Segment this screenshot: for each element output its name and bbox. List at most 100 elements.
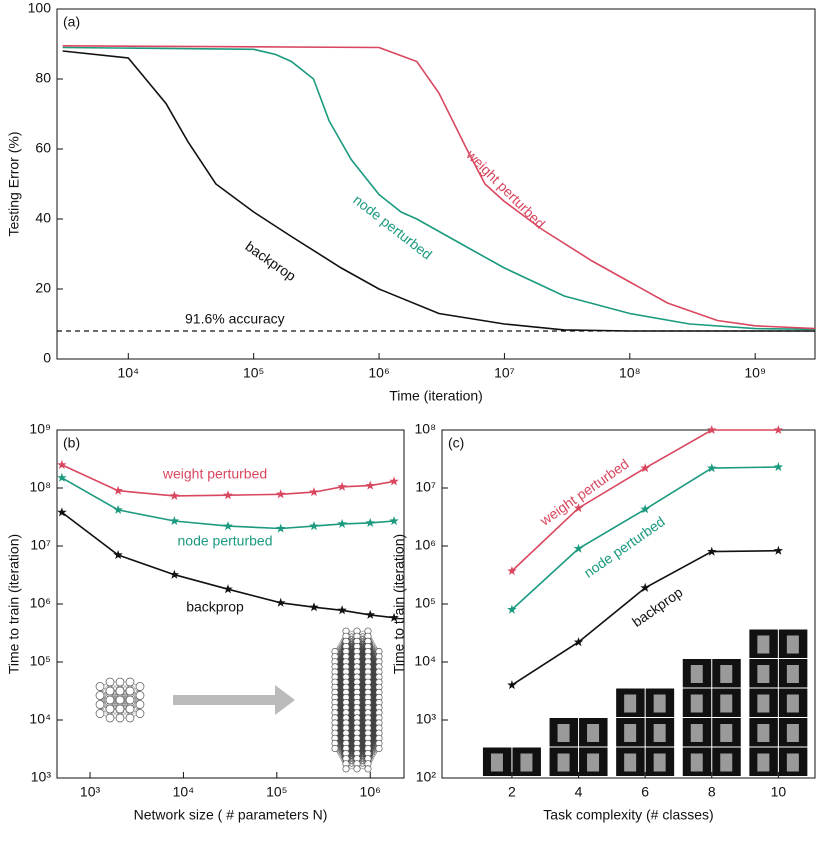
series-line: [62, 50, 815, 332]
series-label: weight perturbed: [463, 146, 549, 232]
marker: [337, 518, 347, 528]
series-label: node perturbed: [581, 513, 668, 581]
series-line: [511, 429, 779, 572]
node: [342, 765, 350, 773]
sample-shape: [690, 724, 703, 742]
sample-shape: [757, 635, 770, 654]
node: [105, 677, 115, 687]
node: [115, 704, 125, 714]
node: [125, 695, 135, 705]
y-tick-label: 10⁴: [414, 653, 436, 669]
marker: [309, 602, 319, 612]
marker: [57, 459, 67, 469]
network-icon: [95, 677, 145, 723]
sample-shape: [690, 753, 703, 772]
marker: [365, 517, 375, 527]
y-tick-label: 80: [35, 70, 51, 86]
x-tick-label: 10⁴: [117, 365, 139, 381]
panel-label: (c): [448, 435, 464, 451]
y-tick-label: 10³: [31, 769, 52, 785]
node: [375, 744, 383, 753]
marker: [309, 521, 319, 531]
sample-shape: [653, 694, 666, 713]
x-axis-label: Time (iteration): [389, 388, 483, 404]
sample-shape: [587, 724, 600, 742]
y-tick-label: 10⁷: [30, 537, 51, 553]
node: [115, 713, 125, 723]
y-tick-label: 10⁸: [415, 421, 437, 437]
series-label: node perturbed: [178, 533, 273, 549]
edge: [109, 690, 121, 719]
node: [105, 704, 115, 714]
marker: [275, 489, 286, 499]
marker: [507, 680, 517, 690]
node: [135, 700, 145, 709]
y-tick-label: 10⁴: [29, 711, 51, 727]
sample-shape: [757, 694, 770, 713]
y-axis-label: Testing Error (%): [6, 131, 22, 236]
x-axis-label: Task complexity (# classes): [543, 807, 713, 823]
sample-shape: [490, 753, 503, 772]
x-tick-label: 10⁴: [173, 784, 195, 800]
edge: [119, 690, 131, 719]
sample-shape: [690, 694, 703, 713]
network-icon: [331, 627, 383, 773]
marker: [223, 490, 233, 500]
marker: [275, 597, 286, 607]
y-tick-label: 40: [35, 210, 51, 226]
marker: [169, 516, 180, 525]
y-tick-label: 10⁹: [29, 421, 51, 437]
x-tick-label: 10: [771, 784, 787, 800]
sample-shape: [786, 694, 799, 713]
marker: [169, 490, 180, 500]
x-tick-label: 10³: [80, 784, 101, 800]
marker: [707, 546, 717, 556]
sample-shape: [786, 724, 799, 742]
marker: [573, 637, 584, 647]
marker: [57, 507, 67, 517]
sample-shape: [557, 724, 570, 742]
node: [115, 677, 125, 687]
marker: [640, 463, 650, 473]
marker: [773, 545, 784, 555]
node: [135, 709, 145, 718]
x-tick-label: 4: [575, 784, 583, 800]
x-axis-label: Network size ( # parameters N): [134, 807, 328, 823]
sample-shape: [624, 724, 637, 742]
node: [364, 765, 372, 773]
y-tick-label: 20: [35, 280, 51, 296]
series-label: backprop: [629, 584, 686, 630]
marker: [389, 612, 399, 622]
y-tick-label: 10³: [416, 711, 437, 727]
node: [125, 677, 135, 687]
marker: [389, 516, 399, 525]
y-tick-label: 100: [28, 0, 52, 16]
node: [95, 691, 105, 700]
node: [125, 713, 135, 723]
node: [105, 686, 115, 696]
marker: [507, 604, 517, 614]
node: [105, 695, 115, 705]
x-tick-label: 8: [708, 784, 716, 800]
marker: [573, 503, 584, 513]
marker: [275, 523, 286, 533]
node: [125, 686, 135, 696]
marker: [223, 584, 233, 594]
x-tick-label: 10⁶: [360, 784, 381, 800]
node: [135, 682, 145, 691]
node: [135, 691, 145, 700]
series-line: [62, 45, 816, 330]
y-tick-label: 10⁵: [30, 653, 51, 669]
y-axis-label: Time to train (iteration): [391, 534, 407, 674]
node: [105, 713, 115, 723]
marker: [365, 480, 375, 490]
marker: [365, 609, 375, 619]
node: [125, 704, 135, 714]
node: [331, 744, 339, 753]
marker: [573, 543, 584, 553]
marker: [57, 472, 67, 482]
sample-shape: [720, 665, 733, 683]
series-line: [62, 46, 816, 331]
y-tick-label: 10⁷: [415, 479, 436, 495]
